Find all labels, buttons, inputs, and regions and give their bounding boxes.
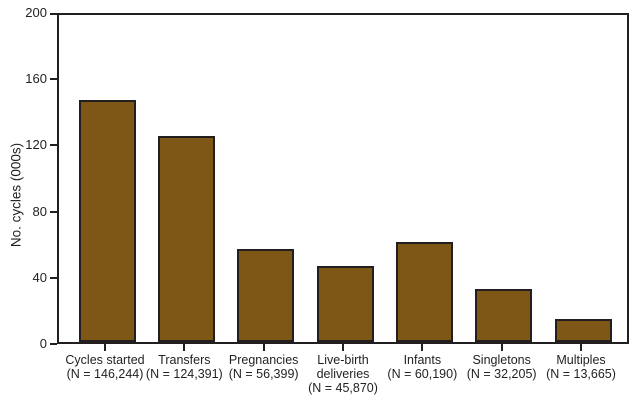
plot-area: [57, 13, 629, 344]
bar: [78, 99, 136, 342]
x-category-label-line: deliveries: [316, 367, 370, 381]
x-category-label-line: Transfers: [158, 353, 211, 367]
y-tick-mark: [50, 276, 57, 279]
x-tick-mark: [580, 344, 582, 351]
x-tick-mark: [104, 344, 106, 351]
y-tick-label: 80: [32, 203, 47, 219]
bar: [395, 242, 453, 342]
y-tick-mark: [50, 78, 57, 81]
x-tick-mark: [342, 344, 344, 351]
y-tick-label: 200: [25, 5, 47, 20]
x-category-label-line: Multiples: [556, 353, 606, 367]
x-category-label-line: Cycles started: [65, 353, 145, 367]
x-category-label-line: Infants: [403, 353, 442, 367]
x-category-label: Pregnancies (N = 56,399): [229, 353, 299, 381]
x-category-label-line: (N = 146,244): [66, 367, 144, 381]
bar: [475, 288, 533, 342]
y-tick-mark: [50, 13, 57, 15]
y-tick-label: 160: [25, 71, 47, 87]
y-tick-mark: [50, 144, 57, 147]
y-tick-label: 0: [39, 336, 47, 351]
x-category-label-line: Singletons: [472, 353, 531, 367]
x-category-label: Live-birth deliveries (N = 45,870): [308, 353, 378, 395]
y-tick-mark: [50, 210, 57, 213]
x-category-label-line: (N = 13,665): [546, 367, 616, 381]
y-tick-mark: [50, 343, 57, 345]
x-category-label: Multiples (N = 13,665): [546, 353, 616, 381]
x-category-label: Cycles started (N = 146,244): [65, 353, 144, 381]
x-tick-mark: [500, 344, 503, 351]
x-category-label: Transfers (N = 124,391): [146, 353, 223, 381]
x-category-label-line: (N = 45,870): [308, 381, 378, 395]
x-category-label-line: (N = 32,205): [466, 367, 537, 381]
x-category-label-line: (N = 60,190): [387, 367, 458, 381]
bar: [316, 266, 374, 342]
x-category-label: Singletons (N = 32,205): [467, 353, 537, 381]
x-category-label-line: (N = 56,399): [228, 367, 299, 381]
bar: [554, 319, 612, 342]
x-tick-mark: [421, 344, 424, 351]
y-axis-title: No. cycles (000s): [8, 142, 24, 248]
y-tick-label: 120: [25, 137, 47, 153]
x-category-label-line: (N = 124,391): [145, 367, 223, 381]
x-category-label-line: Live-birth: [317, 353, 369, 367]
x-tick-mark: [262, 344, 265, 351]
x-category-label: Infants (N = 60,190): [387, 353, 457, 381]
x-category-label-line: Pregnancies: [228, 353, 299, 367]
bar: [237, 248, 295, 342]
x-tick-mark: [183, 344, 186, 351]
y-tick-label: 40: [32, 269, 47, 285]
bar: [157, 136, 215, 342]
